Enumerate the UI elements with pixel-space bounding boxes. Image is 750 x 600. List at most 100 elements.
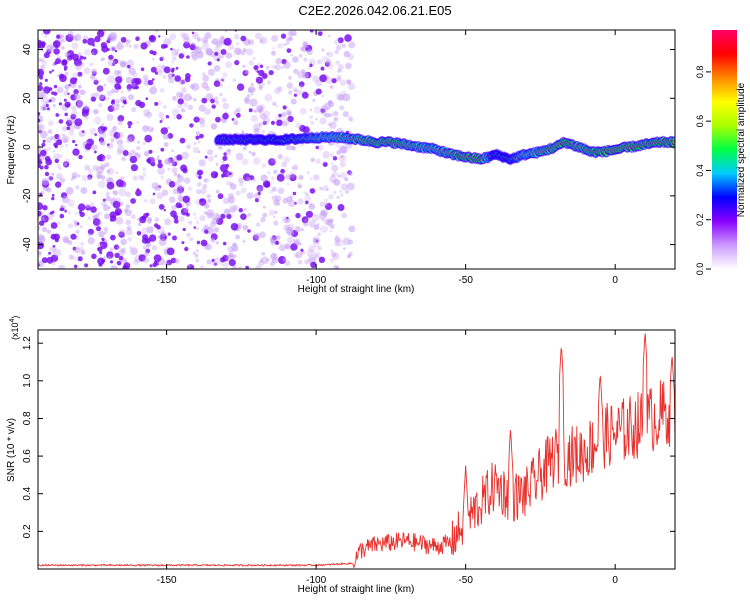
noise-blob	[249, 98, 258, 107]
colorbar-tick-label: 0.4	[695, 164, 705, 177]
noise-blob	[282, 105, 287, 110]
noise-blob	[99, 251, 103, 255]
noise-blob	[127, 135, 135, 143]
noise-blob	[115, 99, 120, 104]
noise-blob	[237, 266, 243, 269]
noise-blob	[329, 121, 337, 129]
noise-blob	[102, 198, 106, 202]
noise-blob	[64, 71, 69, 76]
noise-blob	[143, 108, 151, 116]
noise-blob	[315, 79, 323, 87]
noise-blob	[167, 232, 171, 236]
noise-blob	[100, 164, 106, 170]
noise-blob	[171, 108, 180, 117]
noise-blob	[193, 212, 197, 216]
noise-blob	[107, 58, 116, 67]
noise-blob	[314, 254, 319, 258]
noise-blob	[222, 72, 228, 78]
noise-blob	[269, 189, 274, 194]
noise-blob	[185, 203, 190, 208]
noise-blob	[68, 83, 71, 87]
noise-blob	[100, 175, 106, 180]
noise-blob	[294, 201, 297, 205]
noise-blob	[76, 222, 80, 225]
noise-blob	[66, 57, 71, 61]
noise-blob	[287, 115, 294, 123]
noise-blob	[172, 161, 178, 167]
noise-blob	[206, 259, 212, 265]
noise-blob	[324, 198, 329, 203]
noise-blob	[60, 34, 65, 39]
noise-blob	[345, 189, 350, 194]
noise-blob	[96, 122, 100, 125]
noise-blob	[177, 98, 184, 105]
noise-blob	[158, 185, 162, 189]
noise-blob	[59, 213, 65, 219]
noise-blob	[235, 107, 241, 113]
noise-blob	[193, 116, 200, 123]
noise-blob	[51, 172, 55, 176]
noise-blob	[41, 217, 46, 222]
noise-blob	[152, 192, 156, 196]
noise-blob	[96, 155, 103, 162]
noise-blob	[106, 154, 112, 160]
noise-blob	[210, 123, 218, 130]
noise-blob	[96, 85, 104, 92]
noise-blob	[67, 223, 74, 229]
noise-blob	[202, 72, 206, 76]
noise-blob	[157, 162, 163, 169]
noise-blob	[215, 241, 219, 245]
noise-blob	[113, 244, 120, 250]
noise-blob	[108, 54, 114, 61]
noise-blob	[329, 85, 334, 89]
noise-blob	[255, 265, 262, 269]
noise-blob	[298, 184, 302, 189]
noise-blob	[196, 189, 202, 195]
noise-blob	[300, 228, 304, 232]
noise-blob	[276, 119, 283, 127]
noise-blob	[220, 213, 226, 219]
snr-panel: -150 -100 -50 0 0.2 0.4 0.6 0.8 1.0 1.2 Height of…	[6, 316, 676, 595]
noise-blob	[40, 149, 47, 157]
noise-blob	[231, 118, 235, 121]
noise-blob	[83, 48, 91, 56]
noise-blob	[64, 158, 71, 165]
noise-blob	[96, 30, 105, 38]
noise-blob	[333, 117, 339, 122]
noise-blob	[125, 191, 132, 198]
noise-blob	[293, 68, 300, 75]
noise-blob	[220, 263, 224, 266]
noise-blob	[102, 67, 110, 75]
noise-blob	[217, 193, 224, 200]
noise-blob	[45, 104, 49, 107]
noise-blob	[154, 184, 161, 192]
noise-blob	[101, 237, 105, 242]
noise-blob	[174, 51, 179, 56]
noise-blob	[288, 195, 294, 200]
noise-blob	[40, 58, 45, 63]
noise-blob	[117, 115, 125, 122]
noise-blob	[303, 218, 309, 224]
noise-blob	[84, 263, 89, 268]
noise-blob	[126, 84, 133, 90]
noise-blob	[115, 137, 123, 145]
noise-blob	[332, 156, 338, 161]
noise-blob	[167, 133, 174, 139]
noise-blob	[222, 262, 229, 269]
noise-blob	[45, 158, 53, 166]
noise-blob	[260, 174, 268, 182]
noise-blob	[38, 58, 42, 62]
noise-blob	[206, 209, 215, 217]
noise-blob	[158, 35, 161, 38]
noise-blob	[144, 134, 153, 143]
noise-blob	[347, 255, 350, 258]
noise-blob	[53, 233, 60, 241]
noise-blob	[41, 215, 49, 223]
noise-blob	[258, 121, 264, 127]
noise-blob	[155, 30, 159, 33]
noise-blob	[296, 89, 302, 96]
noise-blob	[294, 253, 299, 258]
noise-blob	[203, 39, 208, 44]
noise-blob	[39, 192, 43, 196]
noise-blob	[38, 157, 42, 163]
